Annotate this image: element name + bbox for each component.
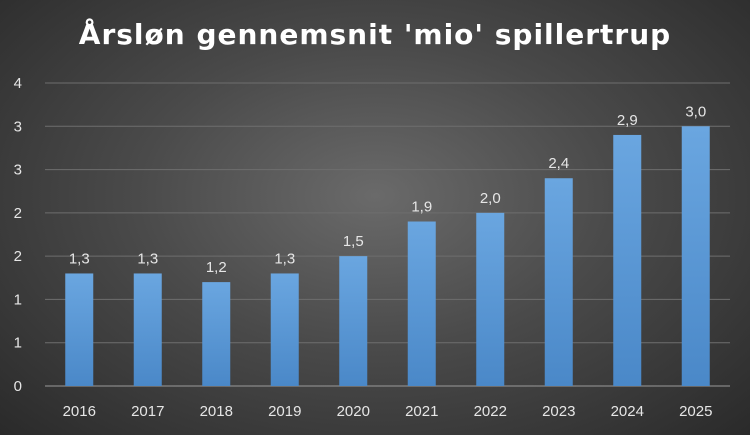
bar <box>270 273 299 386</box>
bar <box>544 178 573 386</box>
x-tick-label: 2023 <box>542 403 575 420</box>
bar <box>613 134 642 386</box>
x-tick-label: 2025 <box>679 403 712 420</box>
bar <box>339 256 368 386</box>
x-tick-label: 2019 <box>268 403 301 420</box>
data-label: 2,0 <box>480 190 501 207</box>
y-tick-label: 2 <box>14 248 22 265</box>
data-label: 3,0 <box>685 103 706 120</box>
data-label: 1,5 <box>343 233 364 250</box>
data-label: 1,9 <box>411 199 432 216</box>
data-label: 2,9 <box>617 112 638 129</box>
x-tick-label: 2024 <box>611 403 644 420</box>
bar <box>133 273 162 386</box>
bar <box>476 212 505 386</box>
x-tick-label: 2016 <box>63 403 96 420</box>
x-tick-label: 2022 <box>474 403 507 420</box>
y-tick-label: 1 <box>14 335 22 352</box>
bar <box>65 273 94 386</box>
chart-title: Årsløn gennemsnit 'mio' spillertrup <box>78 18 672 51</box>
y-tick-label: 4 <box>14 75 22 92</box>
data-label: 1,3 <box>274 250 295 267</box>
x-tick-label: 2018 <box>200 403 233 420</box>
y-tick-label: 3 <box>14 162 22 179</box>
data-label: 1,2 <box>206 259 227 276</box>
y-tick-label: 1 <box>14 291 22 308</box>
bar <box>407 221 436 386</box>
y-tick-label: 2 <box>14 205 22 222</box>
bars <box>65 126 710 387</box>
x-axis-ticks: 2016 2017 2018 2019 2020 2021 2022 2023 2024 2025 <box>63 403 713 420</box>
data-label: 2,4 <box>548 155 569 172</box>
data-label: 1,3 <box>137 250 158 267</box>
x-tick-label: 2021 <box>405 403 438 420</box>
data-labels: 1,3 1,3 1,2 1,3 1,5 1,9 2,0 2,4 2,9 3,0 <box>69 103 706 276</box>
data-label: 1,3 <box>69 250 90 267</box>
bar <box>681 126 710 387</box>
bar <box>202 282 231 386</box>
x-tick-label: 2020 <box>337 403 370 420</box>
y-tick-label: 0 <box>14 378 22 395</box>
y-tick-label: 3 <box>14 118 22 135</box>
x-tick-label: 2017 <box>131 403 164 420</box>
y-axis-ticks: 0 1 1 2 2 3 3 4 <box>14 75 22 395</box>
